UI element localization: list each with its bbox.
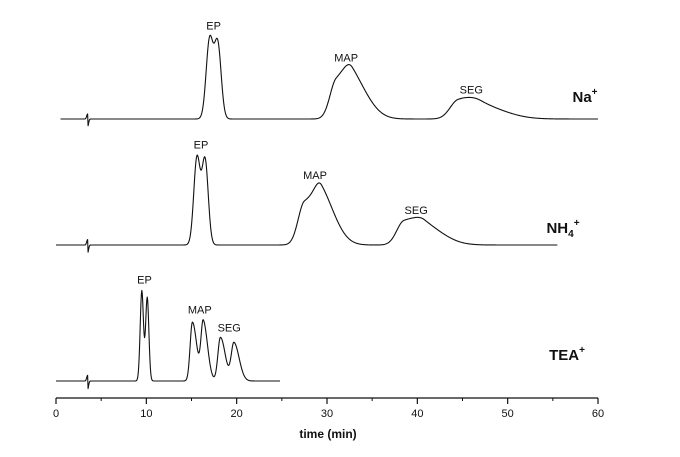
- x-tick-label-20: 20: [231, 408, 243, 420]
- peak-label-map: MAP: [303, 170, 327, 182]
- x-tick-label-50: 50: [502, 408, 514, 420]
- peak-label-map: MAP: [188, 305, 212, 317]
- peak-label-seg: SEG: [460, 84, 483, 96]
- trace-tea: EP MAP SEG TEA+: [55, 274, 585, 390]
- trace-line-nh: [55, 154, 558, 253]
- peak-label-seg: SEG: [405, 205, 428, 217]
- x-tick-label-0: 0: [53, 408, 59, 420]
- x-axis-title: time (min): [299, 427, 356, 441]
- trace-label-na: Na+: [572, 87, 597, 106]
- x-tick-label-30: 30: [321, 408, 333, 420]
- traces: EP MAP SEG Na+ EP MAP SEG NH4+ EP MAP SEG TEA+: [55, 20, 599, 390]
- peak-label-ep: EP: [137, 274, 152, 286]
- trace-label-nh: NH4+: [546, 218, 579, 240]
- trace-na: EP MAP SEG Na+: [60, 20, 599, 127]
- x-tick-label-40: 40: [411, 408, 423, 420]
- trace-line-tea: [55, 289, 281, 390]
- peak-label-map: MAP: [334, 52, 358, 64]
- trace-line-na: [60, 34, 599, 127]
- x-axis: 0 10 20 30 40 50 60: [53, 397, 604, 420]
- peak-label-seg: SEG: [218, 322, 241, 334]
- trace-nh: EP MAP SEG NH4+: [55, 139, 580, 253]
- peak-label-ep: EP: [206, 20, 221, 32]
- x-tick-label-10: 10: [140, 408, 152, 420]
- x-tick-label-60: 60: [592, 408, 604, 420]
- trace-label-tea: TEA+: [549, 345, 585, 364]
- peak-label-ep: EP: [194, 139, 209, 151]
